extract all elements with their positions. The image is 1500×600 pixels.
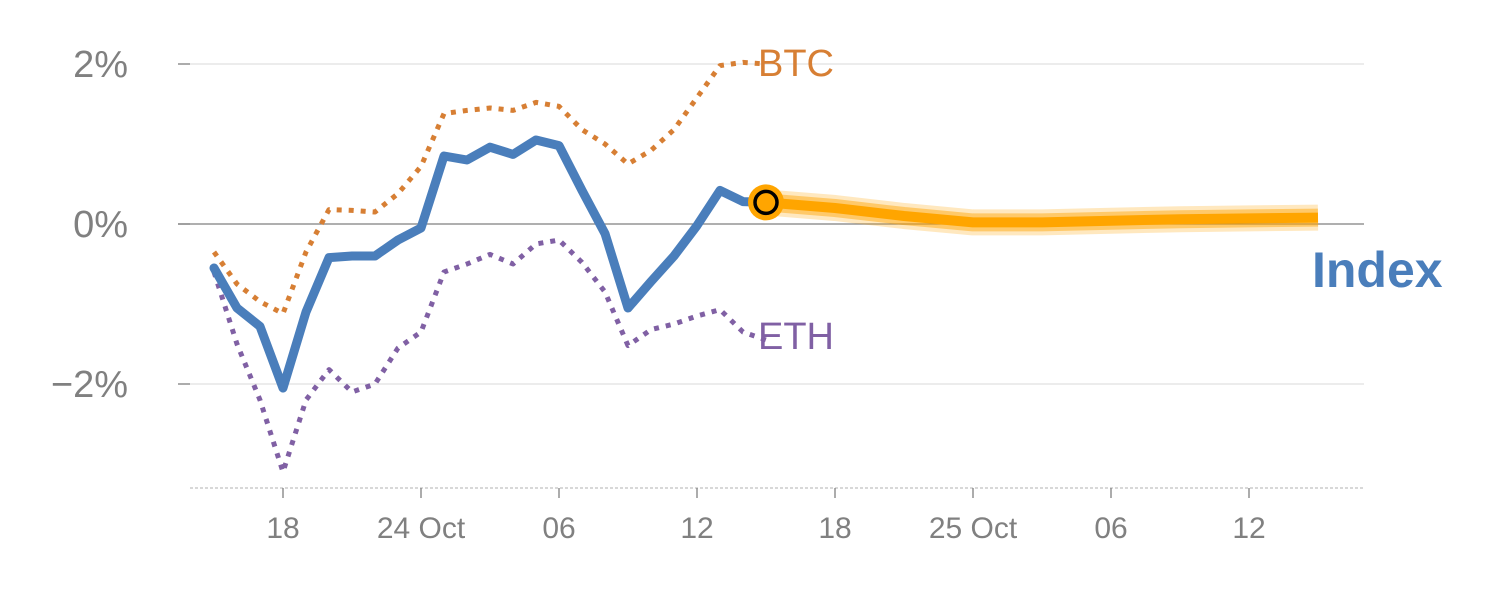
x-axis: 18 24 Oct 06 12 18 25 Oct 06 12 (266, 488, 1266, 545)
forecast-band (764, 189, 1319, 236)
index-label: Index (1312, 242, 1443, 298)
series-line-index (209, 135, 771, 393)
btc-label: BTC (758, 43, 834, 85)
y-axis: 2% 0% −2% (51, 44, 190, 406)
x-tick-label: 12 (1232, 512, 1265, 545)
y-tick-label: 2% (73, 44, 128, 86)
series-lines (209, 59, 771, 475)
y-tick-label: −2% (51, 364, 128, 406)
series-line-btc (211, 59, 767, 317)
x-tick-label: 18 (818, 512, 851, 545)
marker-dot (753, 189, 779, 216)
x-tick-label: 06 (1094, 512, 1127, 545)
x-tick-label: 18 (266, 512, 299, 545)
x-tick-label: 24 Oct (377, 512, 466, 545)
forecast-line (765, 197, 1319, 228)
eth-label: ETH (758, 316, 834, 358)
grid-lines (190, 63, 1364, 385)
x-tick-label: 06 (542, 512, 575, 545)
x-tick-label: 12 (680, 512, 713, 545)
latest-marker (748, 184, 784, 221)
series-line-eth (211, 237, 767, 475)
y-tick-label: 0% (73, 204, 128, 246)
x-tick-label: 25 Oct (929, 512, 1018, 545)
